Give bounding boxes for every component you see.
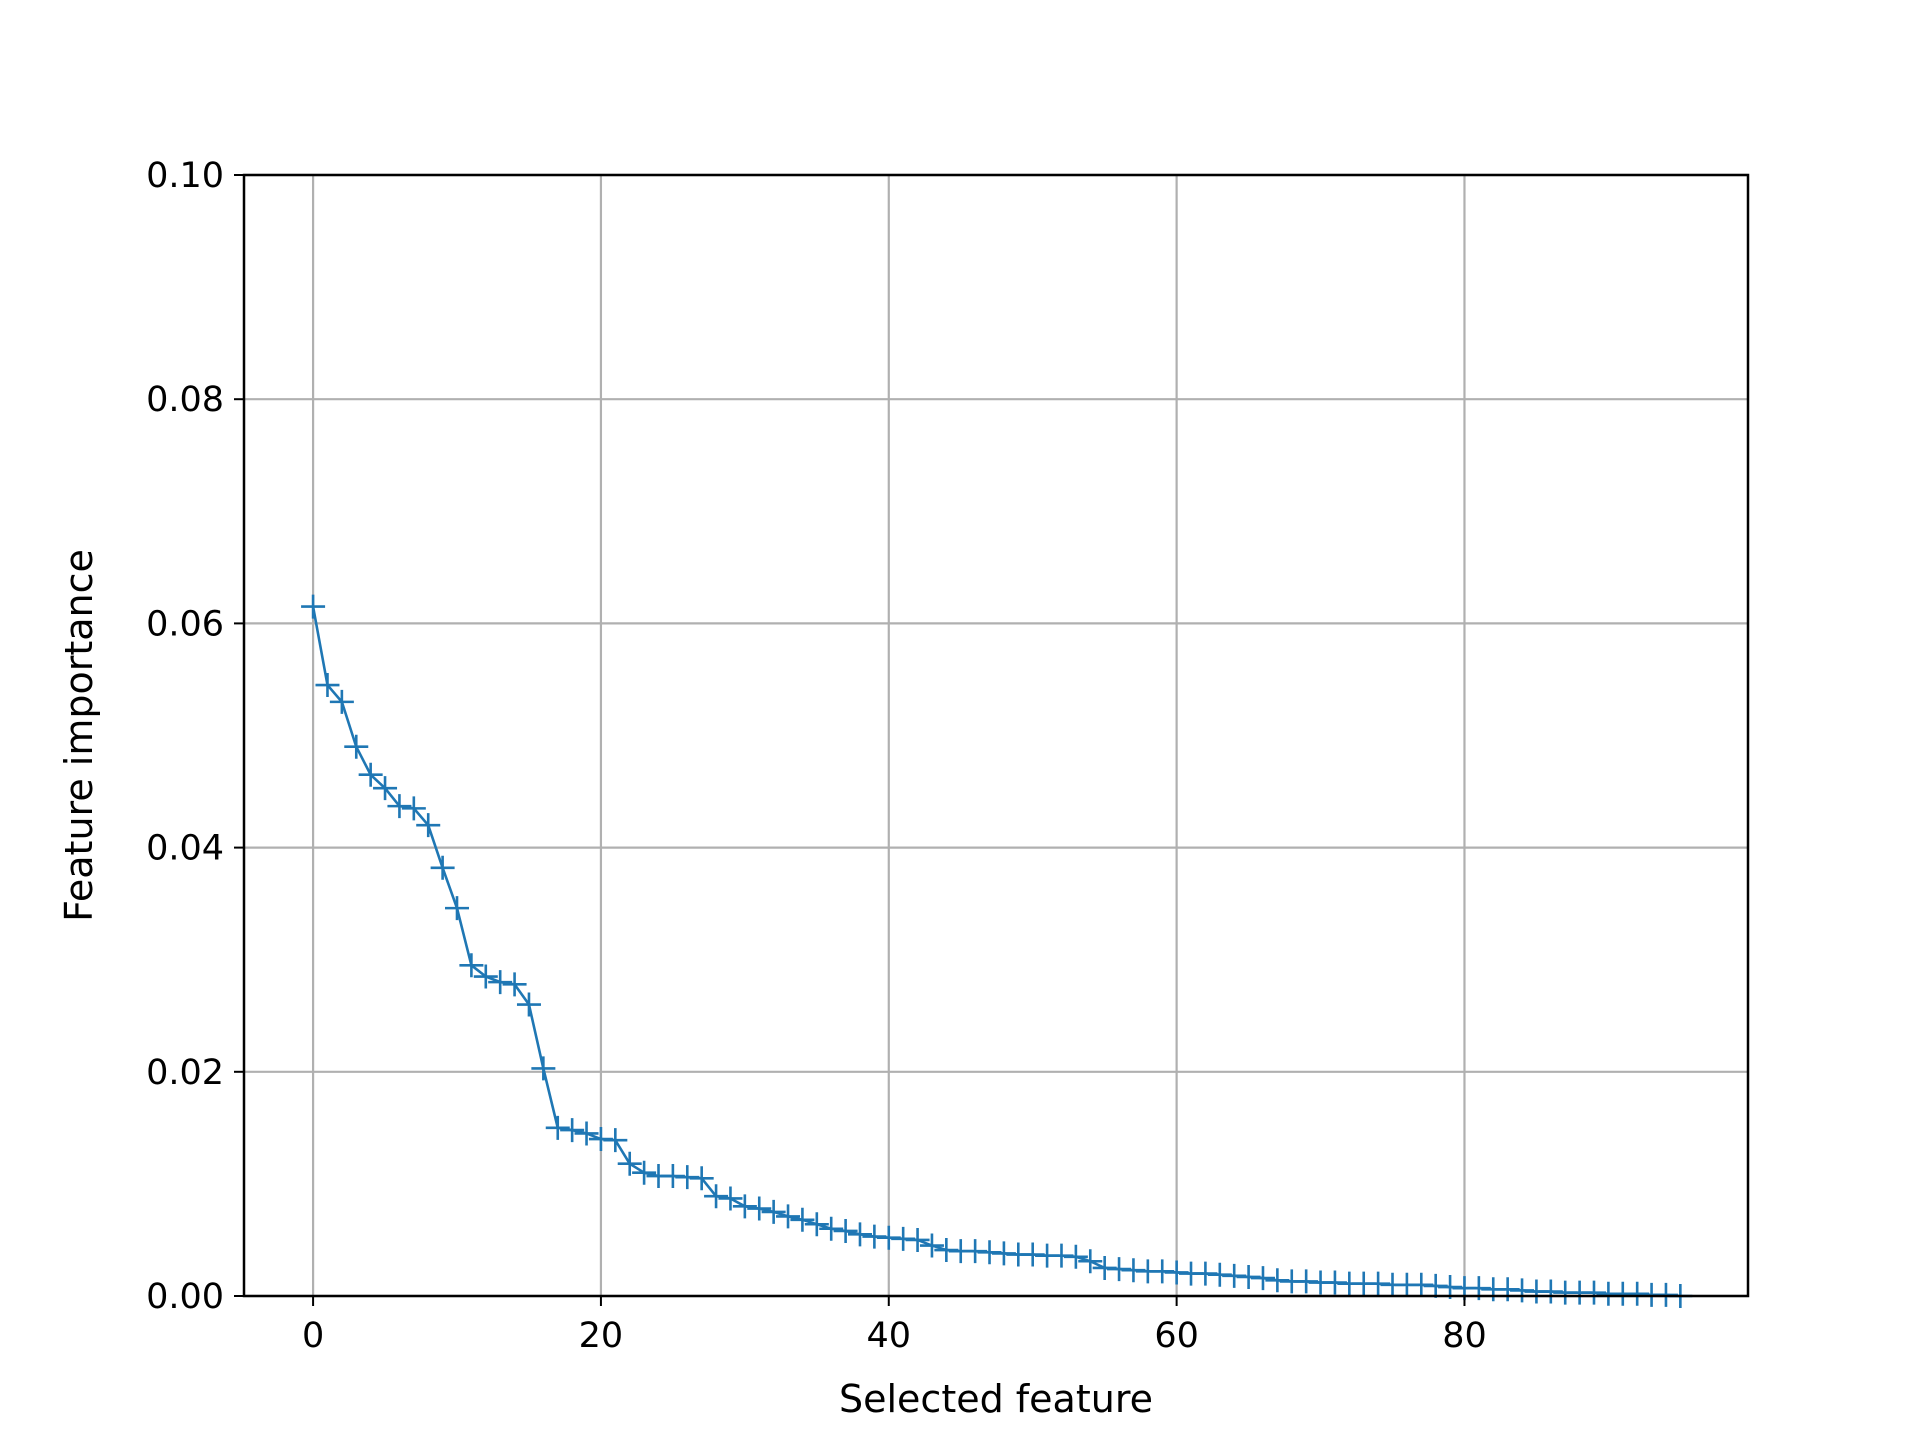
- y-tick-label: 0.10: [146, 156, 224, 196]
- data-point-marker: [790, 1208, 814, 1232]
- data-point-marker: [1064, 1245, 1088, 1269]
- data-point-marker: [1251, 1266, 1275, 1290]
- data-point-marker: [776, 1204, 800, 1228]
- data-point-marker: [301, 595, 325, 619]
- data-point-marker: [344, 735, 368, 759]
- data-point-marker: [603, 1128, 627, 1152]
- data-point-marker: [517, 993, 541, 1017]
- data-point-marker: [805, 1212, 829, 1236]
- data-point-marker: [747, 1197, 771, 1221]
- x-tick-label: 0: [302, 1316, 324, 1356]
- data-point-marker: [1078, 1249, 1102, 1273]
- x-tick-label: 80: [1442, 1316, 1487, 1356]
- data-point-marker: [531, 1056, 555, 1080]
- data-point-marker: [488, 970, 512, 994]
- data-point-marker: [575, 1121, 599, 1145]
- data-point-marker: [546, 1116, 570, 1140]
- x-tick-label: 60: [1154, 1316, 1199, 1356]
- data-point-marker: [503, 972, 527, 996]
- grid-lines: [244, 175, 1748, 1296]
- data-point-marker: [819, 1217, 843, 1241]
- data-point-marker: [848, 1222, 872, 1246]
- y-tick-label: 0.08: [146, 380, 224, 420]
- y-tick-label: 0.04: [146, 829, 224, 869]
- data-point-marker: [445, 896, 469, 920]
- series-line: [313, 607, 1680, 1296]
- x-tick-label: 40: [867, 1316, 912, 1356]
- plot-area: [301, 595, 1692, 1308]
- y-tick-label: 0.00: [146, 1277, 224, 1317]
- data-point-marker: [431, 856, 455, 880]
- data-point-marker: [906, 1228, 930, 1252]
- data-point-marker: [920, 1234, 944, 1258]
- plot-frame: [244, 175, 1748, 1296]
- data-point-marker: [474, 965, 498, 989]
- y-axis-label: Feature importance: [57, 549, 101, 922]
- axis-ticks: 0 20 40 60 80 0.00 0.02 0.04 0.06 0.08 0.10: [146, 156, 1487, 1356]
- data-point-marker: [834, 1219, 858, 1243]
- x-axis-label: Selected feature: [839, 1377, 1153, 1421]
- data-point-marker: [560, 1118, 584, 1142]
- y-tick-label: 0.02: [146, 1053, 224, 1093]
- x-tick-label: 20: [579, 1316, 624, 1356]
- data-point-marker: [762, 1200, 786, 1224]
- data-point-marker: [459, 953, 483, 977]
- y-tick-label: 0.06: [146, 604, 224, 644]
